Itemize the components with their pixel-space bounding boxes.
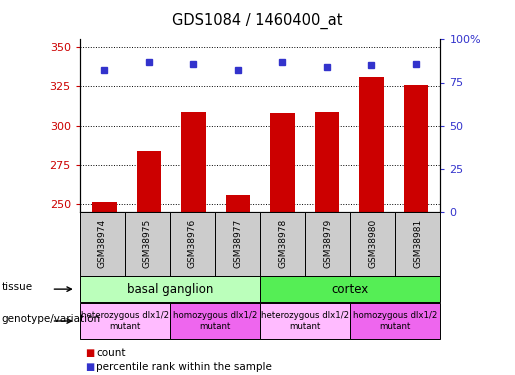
Text: count: count — [96, 348, 126, 358]
Text: GDS1084 / 1460400_at: GDS1084 / 1460400_at — [172, 13, 343, 29]
Bar — [136, 151, 161, 212]
Text: heterozygous dlx1/2
mutant: heterozygous dlx1/2 mutant — [81, 310, 169, 332]
Text: homozygous dlx1/2
mutant: homozygous dlx1/2 mutant — [173, 310, 257, 332]
Text: GSM38974: GSM38974 — [98, 219, 107, 268]
Bar — [270, 113, 295, 212]
Text: GSM38975: GSM38975 — [143, 219, 152, 268]
Text: ■: ■ — [85, 362, 94, 372]
Text: cortex: cortex — [332, 283, 369, 296]
Text: ■: ■ — [85, 348, 94, 358]
Bar — [404, 85, 428, 212]
Bar — [181, 111, 205, 212]
Bar — [315, 111, 339, 212]
Bar — [359, 77, 384, 212]
Text: GSM38981: GSM38981 — [414, 219, 422, 268]
Text: GSM38978: GSM38978 — [278, 219, 287, 268]
Text: GSM38976: GSM38976 — [188, 219, 197, 268]
Text: percentile rank within the sample: percentile rank within the sample — [96, 362, 272, 372]
Text: tissue: tissue — [2, 282, 32, 292]
Text: homozygous dlx1/2
mutant: homozygous dlx1/2 mutant — [353, 310, 437, 332]
Bar — [226, 195, 250, 212]
Text: GSM38977: GSM38977 — [233, 219, 242, 268]
Text: basal ganglion: basal ganglion — [127, 283, 213, 296]
Bar — [92, 202, 116, 212]
Text: genotype/variation: genotype/variation — [2, 314, 100, 324]
Text: GSM38980: GSM38980 — [368, 219, 377, 268]
Text: heterozygous dlx1/2
mutant: heterozygous dlx1/2 mutant — [261, 310, 349, 332]
Text: GSM38979: GSM38979 — [323, 219, 332, 268]
